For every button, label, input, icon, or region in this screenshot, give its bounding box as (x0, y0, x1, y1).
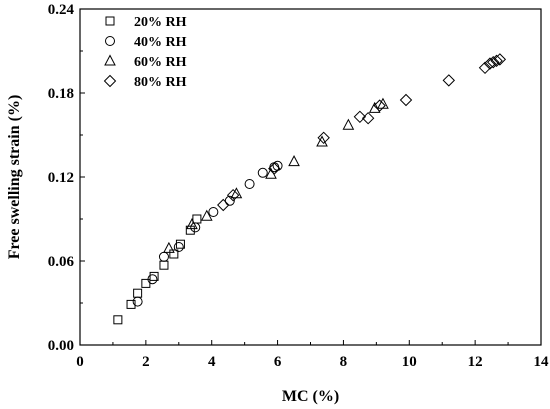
data-point-circle (147, 274, 158, 285)
data-point-square (159, 260, 169, 270)
axes: 0 2 4 6 8 10 12 14 0.00 0.06 0.12 0.18 0.24 (48, 2, 549, 370)
data-point-triangle (342, 118, 355, 130)
legend-label: 40% RH (134, 35, 187, 50)
data-point-square (169, 249, 179, 259)
data-point-triangle (200, 209, 213, 221)
data-point-diamond (478, 61, 492, 75)
data-point-diamond (490, 54, 503, 68)
data-point-diamond (226, 188, 240, 202)
data-point-circle (244, 179, 255, 189)
data-point-circle (132, 296, 143, 307)
y-tick-label: 0.06 (48, 254, 75, 270)
y-axis-title: Free swelling strain (%) (6, 95, 23, 260)
data-point-diamond (493, 53, 507, 66)
x-tick-label: 8 (340, 354, 348, 370)
data-point-square (185, 225, 195, 235)
data-point-triangle (163, 241, 175, 253)
data-point-circle (224, 195, 235, 206)
x-tick-label: 14 (534, 354, 550, 370)
data-point-diamond (483, 57, 497, 70)
data-point-diamond (487, 55, 500, 69)
data-point-triangle (368, 101, 381, 113)
data-point-square (192, 214, 202, 224)
data-point-circle (158, 251, 169, 262)
data-point-square (175, 239, 185, 249)
data-point-diamond (361, 111, 375, 125)
data-point-diamond (353, 110, 367, 124)
data-point-diamond (442, 74, 456, 87)
data-point-diamond (268, 162, 281, 175)
data-point-circle (173, 242, 184, 252)
y-tick-label: 0.12 (48, 170, 74, 186)
x-tick-label: 0 (76, 354, 84, 370)
legend-label: 20% RH (134, 15, 187, 30)
data-point-diamond (217, 198, 230, 212)
data-points (113, 53, 507, 325)
data-point-circle (190, 222, 201, 233)
data-point-triangle (288, 155, 300, 167)
x-tick-label: 4 (208, 354, 216, 370)
x-tick-label: 12 (468, 354, 483, 370)
data-point-square (149, 271, 159, 281)
y-tick-label: 0.00 (48, 338, 74, 354)
data-point-diamond (399, 93, 413, 107)
x-tick-label: 10 (402, 354, 417, 370)
data-point-triangle (186, 218, 198, 230)
y-tick-label: 0.24 (48, 2, 75, 18)
data-point-triangle (316, 135, 328, 147)
x-tick-label: 6 (274, 354, 282, 370)
legend: 20% RH 40% RH 60% RH 80% RH (103, 15, 187, 90)
data-point-circle (257, 167, 268, 178)
legend-marker-triangle (104, 54, 116, 66)
legend-marker-circle (105, 36, 115, 46)
data-point-square (113, 315, 123, 325)
legend-label: 80% RH (134, 75, 187, 90)
legend-marker-diamond (103, 74, 117, 88)
y-tick-label: 0.18 (48, 86, 74, 102)
data-point-circle (208, 207, 219, 217)
legend-marker-square (105, 16, 115, 26)
x-tick-label: 2 (142, 354, 150, 370)
x-axis-title: MC (%) (282, 388, 339, 405)
data-point-diamond (317, 131, 330, 145)
data-point-square (133, 288, 143, 298)
data-point-square (126, 299, 136, 309)
legend-label: 60% RH (134, 55, 187, 70)
data-point-diamond (373, 99, 386, 112)
